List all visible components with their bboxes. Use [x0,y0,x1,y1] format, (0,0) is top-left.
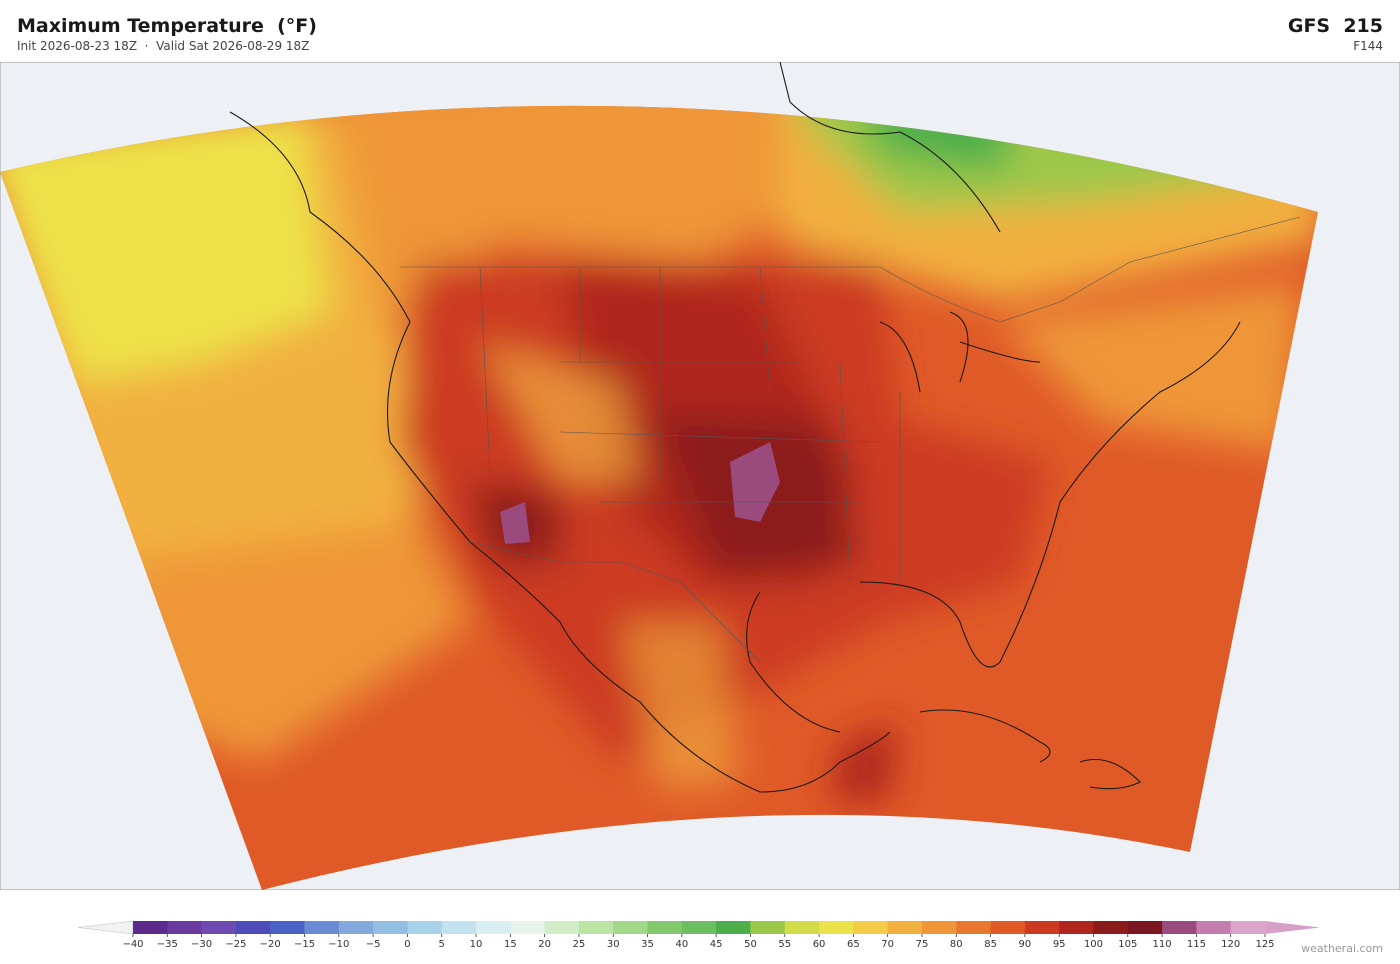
colorbar-tick-label: −25 [225,939,246,950]
colorbar-segment [578,921,614,934]
colorbar-segment [304,921,340,934]
colorbar-tick-label: 100 [1084,939,1103,950]
colorbar-tick-label: 15 [504,939,517,950]
colorbar-segment [510,921,546,934]
colorbar-tick-label: 0 [404,939,410,950]
colorbar-tick-label: 30 [607,939,620,950]
forecast-hour: F144 [1353,39,1383,53]
colorbar-segment [1230,921,1266,934]
colorbar-tick-label: 50 [744,939,757,950]
colorbar-tick-label: 85 [984,939,997,950]
colorbar-tick-label: −15 [294,939,315,950]
colorbar-tick-label: 70 [881,939,894,950]
colorbar-segment [1093,921,1129,934]
colorbar-segment [544,921,580,934]
colorbar-tick-label: −30 [191,939,212,950]
colorbar-segment [1024,921,1060,934]
colorbar-tick-label: 110 [1153,939,1172,950]
colorbar-tick-label: 40 [675,939,688,950]
colorbar-tick-label: 20 [538,939,551,950]
credit: weatherai.com [1301,942,1383,955]
colorbar-segment [716,921,751,934]
model: GFS 215 [1287,15,1383,37]
colorbar-segment [1127,921,1163,934]
colorbar-segment [956,921,992,934]
colorbar-segment [853,921,889,934]
colorbar-tick-label: −5 [366,939,381,950]
colorbar-segment [784,921,820,934]
colorbar-segment [338,921,374,934]
colorbar-tick-label: 120 [1221,939,1240,950]
colorbar-tick-label: 55 [778,939,791,950]
colorbar-tick-label: 105 [1118,939,1137,950]
colorbar-segment [407,921,443,934]
borders [400,216,1301,663]
colorbar-tick-label: −35 [157,939,178,950]
colorbar-segment [270,921,306,934]
colorbar-tick-label: 75 [916,939,929,950]
colorbar-segment [167,921,203,934]
colorbar-segment [201,921,237,934]
coastlines [229,62,1241,793]
colorbar-tick-label: 80 [950,939,963,950]
colorbar: −40 −35 −30 −25 −20 −15 −10 −5 0 5 10 15 20 25 30 35 40 4… [77,920,1320,950]
colorbar-tick-label: −40 [122,939,143,950]
map [0,62,1400,890]
colorbar-segment [441,921,477,934]
colorbar-tick-label: 90 [1019,939,1032,950]
colorbar-under [77,920,134,935]
title: Maximum Temperature (°F) [17,15,317,37]
colorbar-segment [750,921,786,934]
colorbar-tick-label: 10 [470,939,483,950]
subtitle: Init 2026-08-23 18Z · Valid Sat 2026-08-… [17,39,310,53]
colorbar-segment [235,921,271,934]
colorbar-segment [887,921,923,934]
colorbar-tick-label: 125 [1255,939,1274,950]
colorbar-segment [476,921,511,934]
colorbar-segment [613,921,649,934]
colorbar-segment [133,921,168,934]
colorbar-tick-label: 25 [573,939,586,950]
colorbar-segment [647,921,683,934]
colorbar-tick-label: 95 [1053,939,1066,950]
colorbar-segment [1162,921,1197,934]
colorbar-segment [1196,921,1232,934]
colorbar-segment [373,921,408,934]
colorbar-over [1265,921,1320,934]
temperature-field [0,105,1318,890]
colorbar-segment [921,921,957,934]
colorbar-segment [1059,921,1094,934]
colorbar-segment [990,921,1026,934]
colorbar-tick-label: −10 [328,939,349,950]
colorbar-tick-label: −20 [260,939,281,950]
colorbar-segment [681,921,717,934]
colorbar-tick-label: 115 [1187,939,1206,950]
colorbar-tick-label: 45 [710,939,723,950]
colorbar-segment [819,921,854,934]
colorbar-tick-label: 5 [439,939,445,950]
colorbar-tick-label: 65 [847,939,860,950]
colorbar-tick-label: 60 [813,939,826,950]
colorbar-tick-label: 35 [641,939,654,950]
